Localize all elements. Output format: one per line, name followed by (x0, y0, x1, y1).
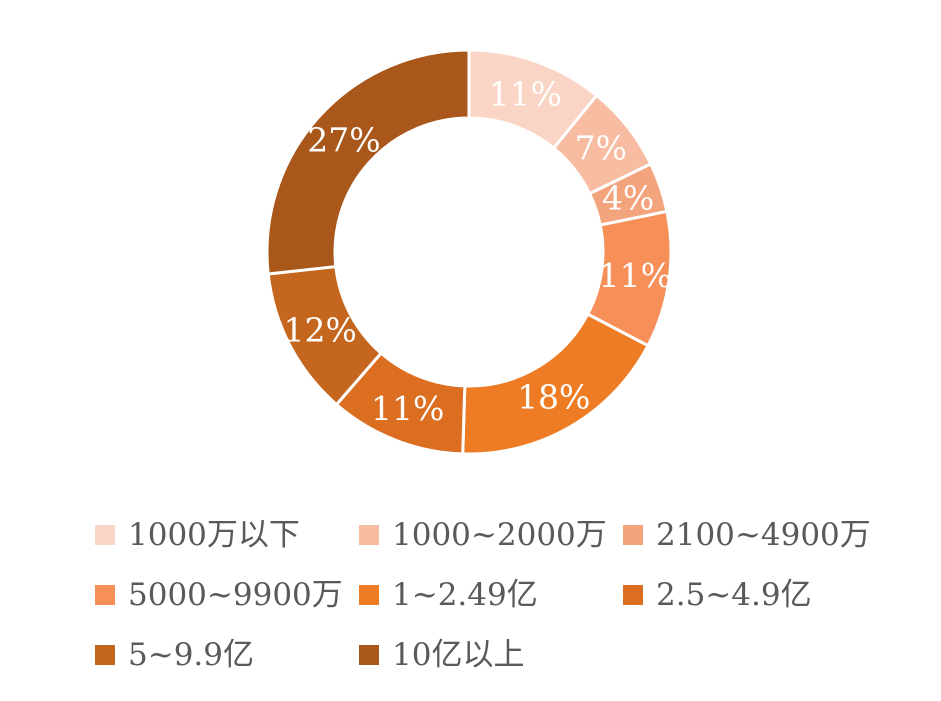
legend-item-4: 1~2.49亿 (359, 576, 623, 613)
legend-item-6: 5~9.9亿 (95, 636, 359, 673)
donut-slice-7 (265, 48, 471, 276)
legend-item-label: 2.5~4.9亿 (656, 576, 812, 613)
slice-data-label-3: 11% (599, 256, 672, 295)
legend-swatch-icon (95, 525, 115, 545)
legend-item-label: 5000~9900万 (128, 576, 343, 613)
legend-item-7: 10亿以上 (359, 636, 623, 673)
legend-item-0: 1000万以下 (95, 516, 359, 553)
slice-data-label-6: 12% (283, 310, 356, 349)
slice-data-label-7: 27% (307, 120, 380, 159)
legend-swatch-icon (359, 645, 379, 665)
legend-swatch-icon (95, 585, 115, 605)
chart-legend: 1000万以下 1000~2000万 2100~4900万 5000~9900万 1~2… (95, 505, 905, 685)
legend-swatch-icon (95, 645, 115, 665)
legend-item-1: 1000~2000万 (359, 516, 623, 553)
legend-item-label: 10亿以上 (392, 636, 525, 673)
legend-item-label: 5~9.9亿 (128, 636, 254, 673)
legend-item-label: 2100~4900万 (656, 516, 871, 553)
legend-swatch-icon (623, 585, 643, 605)
slice-data-label-0: 11% (489, 74, 562, 113)
legend-item-2: 2100~4900万 (623, 516, 887, 553)
slice-data-label-1: 7% (575, 128, 627, 167)
slice-data-label-5: 11% (371, 389, 444, 428)
slice-data-label-2: 4% (602, 179, 654, 218)
legend-swatch-icon (359, 585, 379, 605)
legend-item-label: 1~2.49亿 (392, 576, 538, 613)
legend-item-3: 5000~9900万 (95, 576, 359, 613)
legend-swatch-icon (359, 525, 379, 545)
legend-item-label: 1000万以下 (128, 516, 300, 553)
legend-item-5: 2.5~4.9亿 (623, 576, 887, 613)
legend-swatch-icon (623, 525, 643, 545)
slice-data-label-4: 18% (517, 378, 590, 417)
legend-item-label: 1000~2000万 (392, 516, 607, 553)
